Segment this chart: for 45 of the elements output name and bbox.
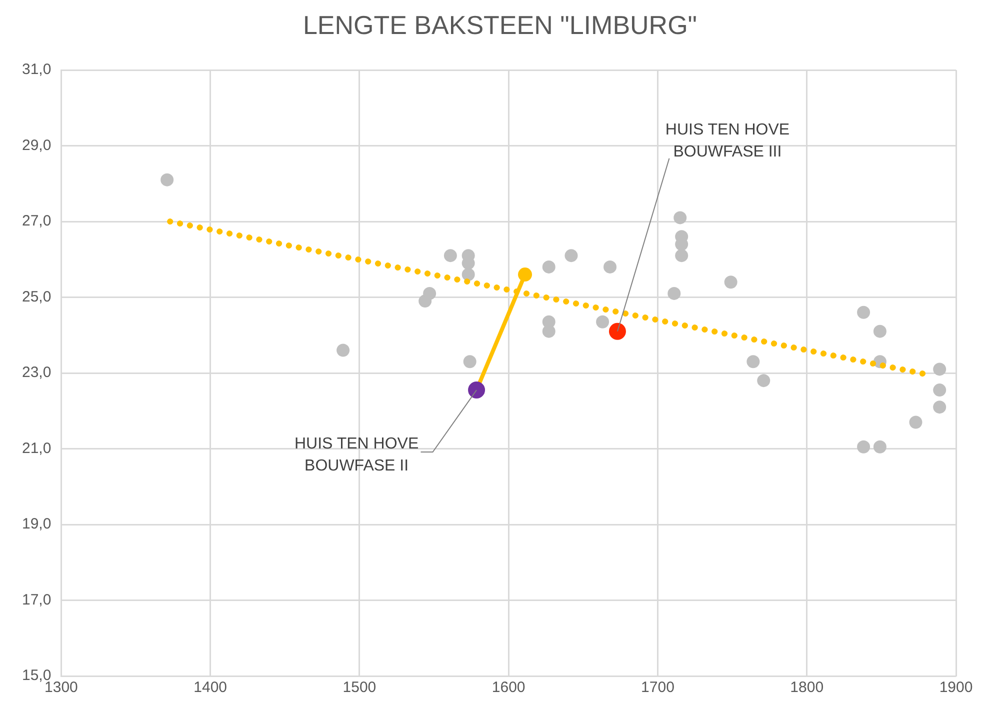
y-tick-label: 19,0 — [22, 516, 52, 533]
point — [564, 249, 578, 262]
y-tick-label: 17,0 — [22, 591, 52, 608]
point — [542, 260, 556, 274]
x-tick-label: 1700 — [641, 679, 674, 696]
x-tick-label: 1600 — [492, 679, 526, 696]
y-tick-label: 27,0 — [22, 212, 52, 230]
point — [724, 276, 738, 289]
point — [857, 306, 870, 319]
x-tick-label: 1500 — [342, 679, 376, 696]
point — [608, 322, 626, 340]
point — [542, 324, 556, 338]
point — [518, 268, 532, 282]
point — [444, 249, 457, 262]
point — [873, 324, 886, 338]
point — [160, 173, 174, 186]
y-tick-label: 29,0 — [22, 136, 52, 154]
point — [604, 260, 617, 274]
point — [757, 374, 770, 388]
point — [873, 440, 886, 454]
y-tick-label: 25,0 — [22, 288, 52, 306]
point — [675, 249, 688, 262]
point — [463, 355, 476, 368]
point — [336, 344, 350, 357]
point — [596, 315, 610, 328]
point — [933, 362, 946, 376]
x-tick-label: 1300 — [44, 679, 78, 696]
point — [933, 384, 946, 397]
annotation: HUIS TEN HOVE BOUWFASE III — [665, 122, 790, 161]
point — [746, 355, 760, 368]
point — [423, 286, 436, 300]
x-tick-label: 1800 — [790, 679, 824, 696]
point — [909, 416, 922, 429]
point — [462, 268, 475, 282]
y-tick-label: 21,0 — [22, 440, 52, 457]
point — [933, 400, 946, 414]
point — [857, 440, 870, 454]
x-tick-label: 1400 — [194, 679, 228, 696]
point — [668, 286, 681, 300]
chart-title: LENGTE BAKSTEEN "LIMBURG" — [302, 10, 698, 41]
y-tick-label: 23,0 — [22, 364, 52, 382]
x-tick-label: 1900 — [939, 679, 973, 696]
point — [674, 211, 687, 224]
y-tick-label: 31,0 — [22, 61, 52, 78]
annotation: HUIS TEN HOVE BOUWFASE II — [294, 435, 419, 474]
